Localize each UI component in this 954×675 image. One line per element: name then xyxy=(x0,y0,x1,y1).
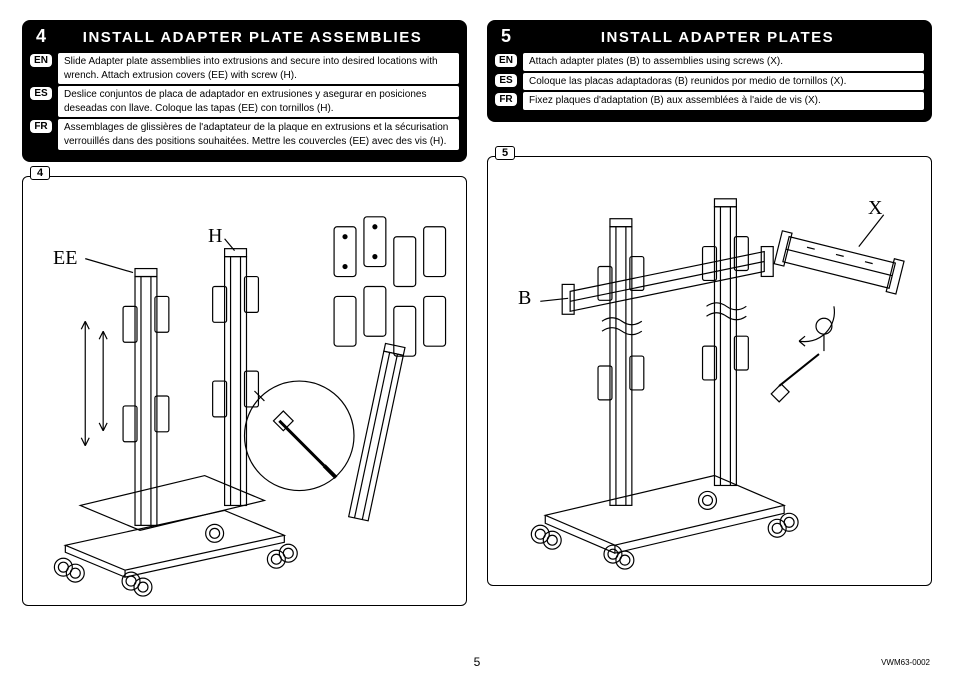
step5-diagram-tab: 5 xyxy=(495,146,515,160)
step5-diagram-wrap: 5 B X xyxy=(487,156,932,586)
step4-en-text: Slide Adapter plate assemblies into extr… xyxy=(58,53,459,84)
step4-title: INSTALL ADAPTER PLATE ASSEMBLIES xyxy=(66,29,459,46)
callout-X: X xyxy=(868,197,882,220)
step4-es-row: ES Deslice conjuntos de placa de adaptad… xyxy=(30,86,459,117)
step5-en-text: Attach adapter plates (B) to assemblies … xyxy=(523,53,924,71)
lang-badge-fr: FR xyxy=(30,120,52,133)
callout-H: H xyxy=(208,225,222,248)
callout-EE: EE xyxy=(53,247,77,270)
step5-en-row: EN Attach adapter plates (B) to assembli… xyxy=(495,53,924,71)
step5-title: INSTALL ADAPTER PLATES xyxy=(531,29,924,46)
step4-svg xyxy=(23,177,466,605)
step4-diagram: EE H xyxy=(22,176,467,606)
step4-header: 4 INSTALL ADAPTER PLATE ASSEMBLIES EN Sl… xyxy=(22,20,467,162)
step5-fr-row: FR Fixez plaques d'adaptation (B) aux as… xyxy=(495,92,924,110)
lang-badge-fr: FR xyxy=(495,93,517,106)
lang-badge-es: ES xyxy=(495,74,517,87)
step5-title-row: 5 INSTALL ADAPTER PLATES xyxy=(495,26,924,47)
step4-title-row: 4 INSTALL ADAPTER PLATE ASSEMBLIES xyxy=(30,26,459,47)
step5-es-row: ES Coloque las placas adaptadoras (B) re… xyxy=(495,73,924,91)
step5-es-text: Coloque las placas adaptadoras (B) reuni… xyxy=(523,73,924,91)
step5-fr-text: Fixez plaques d'adaptation (B) aux assem… xyxy=(523,92,924,110)
lang-badge-en: EN xyxy=(30,54,52,67)
step5-number: 5 xyxy=(495,26,517,47)
lang-badge-en: EN xyxy=(495,54,517,67)
callout-B: B xyxy=(518,287,531,310)
step4-en-row: EN Slide Adapter plate assemblies into e… xyxy=(30,53,459,84)
step4-fr-text: Assemblages de glissières de l'adaptateu… xyxy=(58,119,459,150)
step4-diagram-tab: 4 xyxy=(30,166,50,180)
right-column: 5 INSTALL ADAPTER PLATES EN Attach adapt… xyxy=(487,20,932,665)
step4-fr-row: FR Assemblages de glissières de l'adapta… xyxy=(30,119,459,150)
step5-diagram: B X xyxy=(487,156,932,586)
step4-number: 4 xyxy=(30,26,52,47)
document-number: VWM63-0002 xyxy=(881,658,930,667)
step4-es-text: Deslice conjuntos de placa de adaptador … xyxy=(58,86,459,117)
step4-diagram-wrap: 4 EE H xyxy=(22,176,467,606)
left-column: 4 INSTALL ADAPTER PLATE ASSEMBLIES EN Sl… xyxy=(22,20,467,665)
lang-badge-es: ES xyxy=(30,87,52,100)
step5-header: 5 INSTALL ADAPTER PLATES EN Attach adapt… xyxy=(487,20,932,122)
step5-svg xyxy=(488,157,931,585)
page-number: 5 xyxy=(0,655,954,669)
